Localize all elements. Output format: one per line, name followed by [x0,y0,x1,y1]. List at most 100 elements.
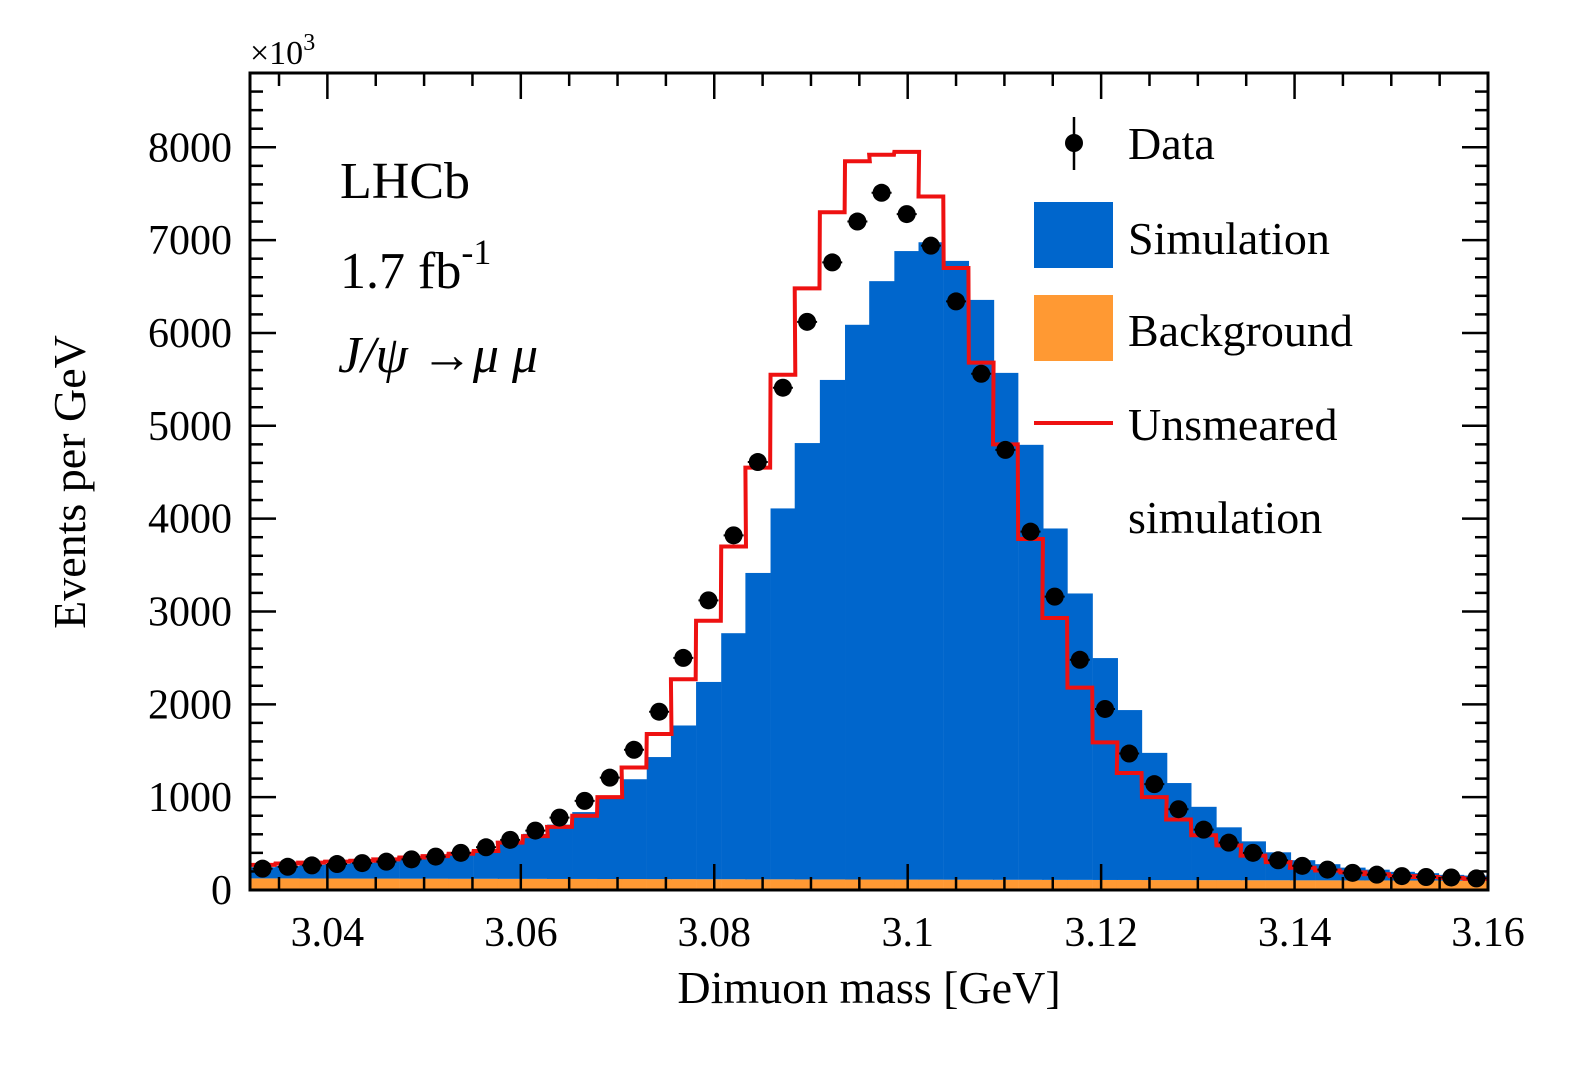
x-tick-label: 3.14 [1258,910,1332,956]
simulation-bar [845,324,871,880]
axis-ticks [250,71,1490,892]
simulation-bar [646,757,673,880]
data-point [848,212,867,231]
data-point [1343,863,1362,882]
y-tick-label: 7000 [148,218,232,264]
background-bar [869,879,895,890]
simulation-bar [547,824,573,879]
background-bar [448,878,474,890]
data-point [1442,868,1461,887]
simulation-bar [1166,783,1192,881]
data-point [823,253,842,272]
simulation-bar [696,681,722,880]
legend-data-marker [1065,134,1083,152]
data-point [1417,868,1436,887]
simulation-bar [819,379,846,880]
background-bar [399,878,425,890]
background-bar [1166,880,1192,890]
background-bar [721,879,747,890]
data-point [1169,800,1188,819]
data-point [724,526,743,545]
background-bar [918,879,944,890]
data-point [1293,856,1312,875]
data-point [426,847,445,866]
data-point [1318,860,1337,879]
simulation-bar [670,725,697,880]
data-point [575,791,594,810]
data-point [1269,851,1288,870]
data-point [600,768,619,787]
data-point [748,453,767,472]
y-tick-label: 4000 [148,497,232,543]
data-point [476,838,495,857]
legend-simulation-swatch [1034,202,1113,268]
simulation-bar [869,281,895,880]
y-tick-label: 5000 [148,404,232,450]
data-point [798,312,817,331]
data-point [624,740,643,759]
data-point [328,855,347,874]
background-bar [275,878,301,890]
luminosity-value: 1.7 fb [340,243,461,300]
data-point [1145,775,1164,794]
data-point [773,378,792,397]
simulation-bar [968,299,995,880]
y-multiplier: ×103 [250,30,315,72]
x-tick-label: 3.04 [291,910,365,956]
y-multiplier-exponent: 3 [303,30,315,56]
data-point [501,830,520,849]
data-point [897,205,916,224]
decay-label: J/ψ →μ μ [338,327,538,384]
y-tick-label: 8000 [148,125,232,171]
background-bar [845,879,871,890]
luminosity-label: 1.7 fb-1 [340,232,491,300]
decay-arrow: → [408,327,473,384]
data-point [1045,587,1064,606]
background-bar [819,879,846,890]
simulation-bar [1191,806,1217,881]
background-bar [497,878,524,890]
background-bar [1018,879,1044,890]
background-bar [621,879,647,890]
background-bar [547,878,573,890]
background-bar [1340,880,1366,890]
background-bar [1265,880,1292,890]
legend-label-unsmeared-2: simulation [1128,492,1322,543]
experiment-label: LHCb [340,153,470,210]
background-bar [696,879,722,890]
data-point [278,857,297,876]
background-bar [1191,880,1217,890]
legend-label-unsmeared: Unsmeared [1128,399,1337,450]
data-point [1243,843,1262,862]
data-point [996,440,1015,459]
axis-tick-labels: 3.04 3.06 3.08 3.1 3.12 3.14 3.16 0 1000 2000 3000… [148,125,1525,956]
data-point [253,859,272,878]
background-bar [968,879,995,890]
simulation-bar [721,633,747,880]
background-bar [1216,880,1242,890]
background-bar [522,878,549,890]
data-point [353,854,372,873]
background-bar [1389,880,1415,890]
data-point [699,591,718,610]
data-point [402,850,421,869]
background-bar [572,878,598,890]
y-tick-label: 0 [211,868,232,914]
data-point [1467,869,1486,888]
data-point [451,843,470,862]
data-point [1367,865,1386,884]
simulation-bar [522,833,549,879]
x-tick-label: 3.1 [881,910,934,956]
background-bar [1042,879,1068,890]
data-point [921,236,940,255]
background-bar [646,879,673,890]
data-point [1120,744,1139,763]
simulation-bar [1092,658,1118,880]
x-tick-label: 3.12 [1064,910,1138,956]
data-point [1219,833,1238,852]
simulation-bar [572,812,598,879]
simulation-bar [621,779,647,880]
simulation-bar [1042,528,1068,880]
legend: Data Simulation Background Unsmeared sim… [1034,117,1353,543]
data-point [377,852,396,871]
